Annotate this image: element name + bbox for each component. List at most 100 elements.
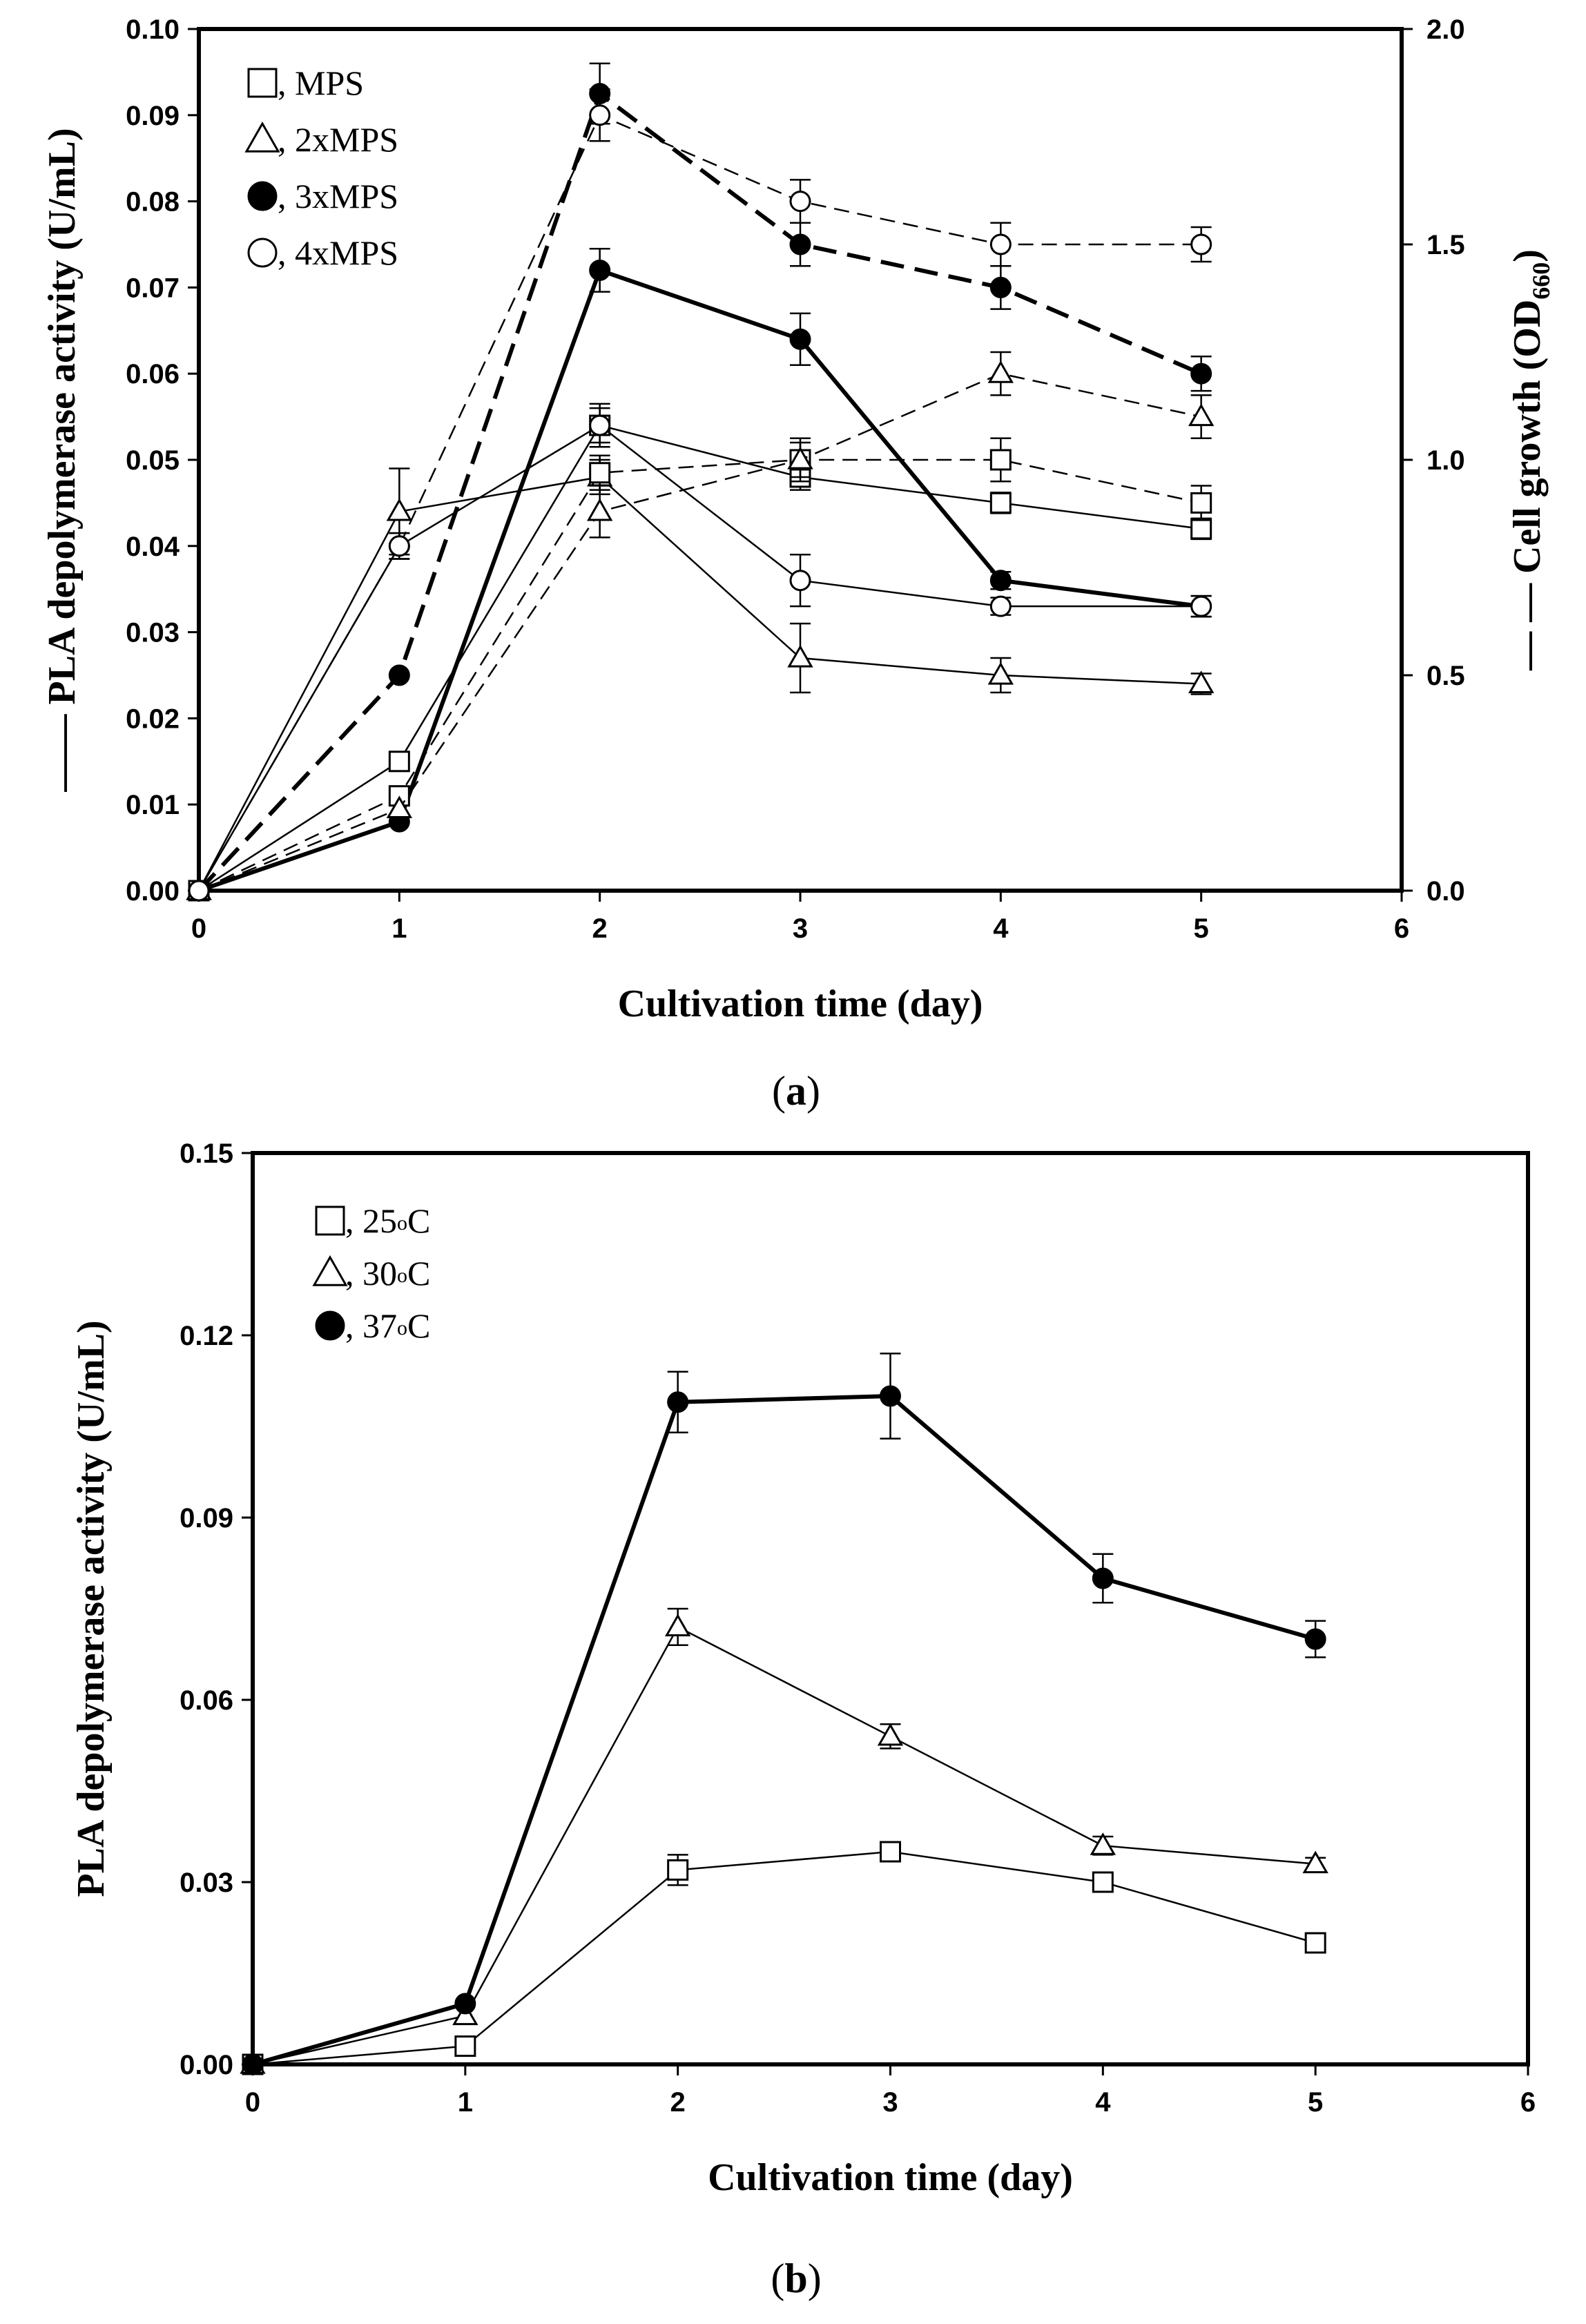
x-tick-label: 0 [191,913,206,944]
series-line [198,267,1202,893]
y-tick-label: 0.01 [126,790,180,820]
y-axis-line-marker: —— [41,714,84,793]
y-tick-label: 0.06 [126,359,180,389]
legend-degree: o [397,1317,407,1339]
legend: , MPS , 2xMPS , 3xMPS , 4xMPS [244,64,398,272]
y-axis-title-text: PLA depolymerase activity (U/mL) [70,1320,113,1897]
data-point [1304,1932,1326,1954]
x-tick-label: 4 [993,913,1009,944]
legend-marker [247,181,278,211]
y-tick-label: 0.00 [180,2050,233,2080]
series-line [198,424,1201,892]
y-tick-label: 0.02 [126,704,180,734]
x-tick-label: 1 [391,913,407,944]
y2-axis-dash-marker: — — [1506,583,1549,671]
y-axis-title-text: PLA depolymerase activity (U/mL) [41,128,84,704]
data-point [1092,1567,1114,1589]
data-point [589,462,611,484]
y-tick-label: 0.03 [180,1868,233,1898]
x-tick-label: 0 [245,2087,260,2118]
legend-label-text: , 37 [345,1306,397,1345]
legend-label: , 30oC [345,1254,430,1292]
series-line [197,476,1201,891]
data-point [880,1841,901,1863]
data-point [789,328,811,350]
panel-paren: ) [806,1068,820,1114]
legend-degree: o [397,1212,407,1234]
y2-tick-label: 1.0 [1427,445,1465,476]
y-tick-label: 0.06 [180,1685,233,1716]
data-point [877,1723,904,1746]
y2-tick-label: 0.5 [1427,661,1465,691]
series-3 [188,403,1212,902]
data-point [1190,492,1212,514]
x-axis-title: Cultivation time (day) [708,2156,1073,2199]
panel-b: 0 1 2 3 4 5 6 0.00 0.03 0.06 0.09 0.12 0.15 Cultivati… [70,1139,1536,2301]
panel-paren: ( [771,2256,784,2301]
series-5 [186,351,1215,900]
series-7 [188,88,1212,902]
x-axis-title: Cultivation time (day) [618,982,983,1025]
data-point [987,360,1014,383]
y2-tick-label: 2.0 [1427,14,1465,45]
legend-label-text: , 3xMPS [278,177,398,215]
x-tick-label: 2 [592,913,608,944]
legend-label: , 4xMPS [278,233,398,272]
data-point [989,570,1012,592]
legend-label: , MPS [278,64,364,102]
data-point [388,535,410,557]
data-point [989,233,1012,255]
y-tick-label: 0.12 [180,1321,233,1351]
series-2 [188,247,1212,902]
data-point [1188,403,1215,427]
x-tick-label: 5 [1308,2087,1323,2118]
series-0 [242,1841,1326,2075]
data-point [452,2002,478,2026]
data-point [386,795,413,819]
y-tick-label: 0.09 [180,1503,233,1533]
series-line [197,424,1201,891]
data-point [589,104,611,126]
series-6 [188,62,1212,902]
y2-axis-title-text: Cell growth (OD [1506,300,1549,574]
y-tick-label: 0.04 [126,532,180,562]
legend-degree: o [397,1264,407,1287]
legend-unit: C [407,1254,430,1292]
y2-tick-label: 1.5 [1427,230,1465,260]
data-point [1092,1871,1114,1893]
data-point [388,751,410,773]
series-line [197,90,1202,893]
data-point [787,446,813,469]
data-point [989,449,1012,471]
y-tick-label: 0.10 [126,14,180,45]
data-point [789,570,811,592]
data-point [1190,595,1212,617]
x-tick-label: 3 [793,913,808,944]
legend-marker [247,68,278,98]
y-tick-label: 0.08 [126,187,180,217]
data-point [989,492,1012,514]
panel-paren: ( [772,1068,786,1114]
data-point [880,1385,901,1407]
legend: , 25oC, 30oC, 37oC [312,1201,430,1345]
y2-axis-close-paren: ) [1506,249,1549,262]
series-line [197,114,1201,891]
legend-marker [247,238,278,268]
data-point [388,664,410,686]
x-tick-label: 5 [1194,913,1209,944]
legend-unit: C [407,1201,430,1240]
y-tick-label: 0.15 [180,1139,233,1169]
y2-axis-title: — — Cell growth (OD660) [1506,249,1555,671]
panel-label: (b) [771,2256,821,2301]
legend-label: , 25oC [345,1201,430,1240]
data-point [454,1993,476,2015]
series-line [252,1850,1316,2066]
legend-label: , 2xMPS [278,120,398,159]
y2-axis-subscript: 660 [1527,262,1555,300]
data-point [987,661,1014,685]
data-point [789,233,811,255]
legend-marker [244,121,280,153]
panel-paren: ) [808,2256,822,2301]
panel-letter: b [784,2256,807,2301]
